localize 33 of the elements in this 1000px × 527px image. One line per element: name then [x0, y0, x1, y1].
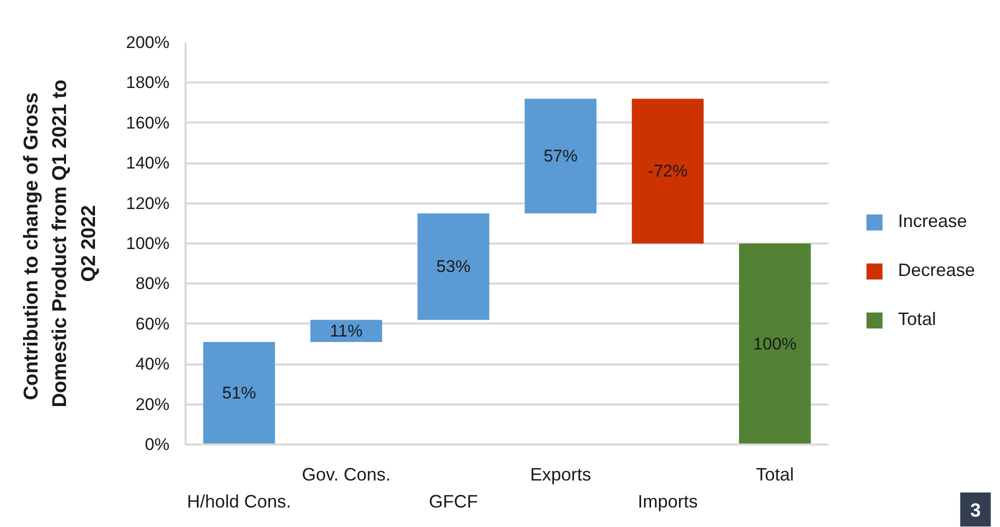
data-label: 11%: [330, 321, 363, 340]
y-tick-label: 60%: [135, 314, 170, 334]
x-tick-label: Imports: [638, 492, 698, 512]
y-axis-title: Contribution to change of Gross Domestic Product from Q1 2021 to Q2 2022: [20, 80, 100, 408]
bar: [203, 342, 275, 444]
y-tick-label: 80%: [135, 274, 170, 294]
y-tick-label: 120%: [126, 194, 170, 213]
text: 3: [970, 500, 981, 522]
y-tick-label: 200%: [126, 33, 170, 52]
y-tick-label: 40%: [135, 354, 170, 374]
legend-label: Increase: [898, 211, 968, 232]
data-label: 51%: [222, 384, 256, 403]
data-label: 53%: [436, 257, 470, 276]
y-tick-label: 20%: [135, 394, 170, 414]
x-tick-label: GFCF: [428, 492, 478, 512]
x-tick-label: Exports: [530, 464, 592, 484]
bar: [739, 244, 811, 444]
data-label: -72%: [648, 162, 688, 181]
legend-label: Decrease: [898, 260, 976, 281]
y-tick-label: 100%: [126, 234, 170, 253]
data-label: 100%: [753, 334, 797, 354]
y-tick-label: 180%: [126, 73, 170, 92]
y-tick-label: 160%: [126, 113, 170, 132]
bar: [524, 98, 596, 214]
legend-label: Total: [898, 309, 936, 330]
y-tick-label: 0%: [144, 435, 170, 454]
bar: [632, 98, 704, 244]
x-tick-label: Gov. Cons.: [302, 464, 391, 484]
data-label: 57%: [544, 146, 578, 166]
x-tick-label: Total: [756, 464, 794, 484]
x-tick-label: H/hold Cons.: [187, 492, 292, 512]
bar: [418, 213, 490, 320]
y-tick-label: 140%: [126, 154, 170, 173]
